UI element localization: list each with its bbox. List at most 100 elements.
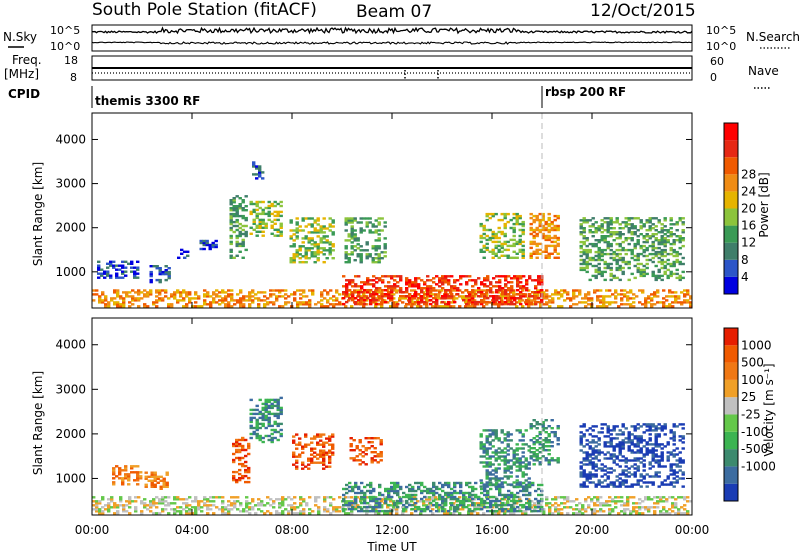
echo-cell bbox=[525, 279, 529, 282]
echo-cell bbox=[322, 451, 326, 454]
echo-cell bbox=[615, 231, 619, 234]
echo-cell bbox=[232, 197, 236, 200]
echo-cell bbox=[372, 285, 376, 288]
echo-cell bbox=[276, 212, 280, 216]
echo-cell bbox=[369, 289, 373, 292]
echo-cell bbox=[366, 291, 370, 294]
echo-cell bbox=[485, 477, 489, 480]
echo-cell bbox=[474, 293, 478, 296]
echo-cell bbox=[497, 295, 501, 298]
echo-cell bbox=[615, 248, 619, 252]
echo-cell bbox=[255, 434, 259, 438]
echo-cell bbox=[648, 221, 652, 224]
echo-cell bbox=[636, 445, 640, 448]
echo-cell bbox=[161, 502, 165, 505]
echo-cell bbox=[488, 479, 492, 482]
echo-cell bbox=[642, 431, 646, 434]
echo-cell bbox=[251, 291, 255, 294]
echo-cell bbox=[357, 285, 361, 288]
echo-cell bbox=[591, 429, 595, 432]
echo-cell bbox=[597, 481, 601, 484]
echo-cell bbox=[374, 225, 378, 228]
echo-cell bbox=[261, 222, 265, 225]
echo-cell bbox=[528, 277, 532, 280]
echo-cell bbox=[329, 504, 333, 507]
echo-cell bbox=[380, 251, 384, 254]
echo-cell bbox=[375, 505, 379, 509]
echo-cell bbox=[534, 285, 538, 288]
echo-cell bbox=[98, 500, 102, 503]
colorbar-swatch bbox=[724, 208, 738, 226]
echo-cell bbox=[645, 246, 649, 250]
echo-cell bbox=[486, 300, 490, 304]
echo-cell bbox=[515, 475, 519, 478]
echo-cell bbox=[618, 256, 622, 260]
echo-cell bbox=[660, 237, 664, 240]
echo-cell bbox=[362, 249, 366, 252]
echo-cell bbox=[503, 457, 507, 460]
echo-cell bbox=[124, 473, 128, 476]
echo-cell bbox=[308, 299, 312, 302]
echo-cell bbox=[497, 437, 501, 440]
echo-cell bbox=[410, 305, 414, 308]
echo-cell bbox=[606, 231, 610, 234]
echo-cell bbox=[669, 242, 673, 246]
echo-cell bbox=[255, 426, 259, 430]
echo-cell bbox=[504, 289, 508, 292]
echo-cell bbox=[645, 425, 649, 428]
echo-cell bbox=[179, 299, 183, 302]
echo-cell bbox=[338, 301, 342, 304]
echo-cell bbox=[477, 277, 481, 280]
echo-cell bbox=[485, 291, 489, 294]
echo-cell bbox=[450, 275, 454, 278]
echo-cell bbox=[585, 473, 589, 476]
echo-cell bbox=[347, 496, 351, 499]
echo-cell bbox=[206, 512, 210, 515]
echo-cell bbox=[368, 504, 372, 507]
echo-cell bbox=[443, 512, 447, 515]
echo-cell bbox=[279, 226, 283, 229]
echo-cell bbox=[535, 455, 539, 458]
echo-cell bbox=[453, 285, 457, 288]
echo-cell bbox=[532, 441, 536, 444]
echo-cell bbox=[506, 445, 510, 448]
echo-cell bbox=[143, 295, 147, 298]
echo-cell bbox=[597, 252, 601, 256]
echo-cell bbox=[313, 437, 317, 440]
echo-cell bbox=[642, 469, 646, 472]
echo-cell bbox=[95, 289, 99, 292]
echo-cell bbox=[550, 427, 554, 430]
echo-cell bbox=[420, 297, 424, 300]
echo-cell bbox=[325, 453, 329, 456]
echo-cell bbox=[167, 496, 171, 499]
echo-cell bbox=[509, 218, 513, 222]
echo-cell bbox=[471, 489, 475, 493]
echo-cell bbox=[420, 279, 424, 282]
echo-cell bbox=[689, 303, 693, 306]
echo-cell bbox=[498, 300, 502, 304]
echo-cell bbox=[663, 254, 667, 258]
echo-cell bbox=[92, 500, 96, 503]
echo-cell bbox=[255, 234, 259, 237]
echo-cell bbox=[405, 302, 409, 306]
echo-cell bbox=[553, 433, 557, 436]
echo-cell bbox=[544, 419, 548, 422]
echo-cell bbox=[479, 506, 483, 509]
echo-cell bbox=[495, 487, 499, 491]
echo-cell bbox=[449, 291, 453, 294]
echo-cell bbox=[569, 500, 573, 503]
echo-cell bbox=[296, 305, 300, 308]
echo-cell bbox=[582, 469, 586, 472]
echo-cell bbox=[97, 272, 101, 275]
echo-cell bbox=[322, 227, 326, 230]
echo-cell bbox=[215, 295, 219, 298]
echo-cell bbox=[491, 236, 495, 240]
echo-cell bbox=[609, 266, 613, 270]
echo-cell bbox=[229, 209, 233, 212]
echo-cell bbox=[194, 297, 198, 300]
echo-cell bbox=[308, 496, 312, 499]
echo-cell bbox=[230, 305, 234, 308]
echo-cell bbox=[313, 227, 317, 230]
echo-cell bbox=[547, 238, 551, 242]
echo-cell bbox=[112, 473, 116, 476]
